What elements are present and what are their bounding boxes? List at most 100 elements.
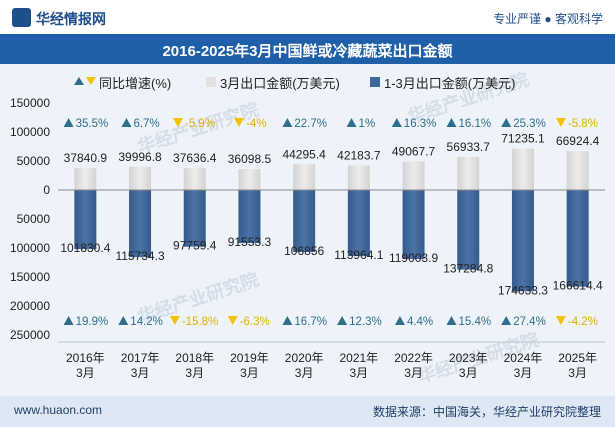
cumulative-value-label: 115734.3 (115, 249, 164, 263)
y-tick-label: 200000 (10, 299, 50, 313)
growth-label: 19.9% (76, 316, 109, 328)
legend-march-swatch (206, 77, 216, 87)
bar-march (293, 164, 316, 190)
y-tick-label: 50000 (17, 154, 51, 168)
title-bar (0, 34, 615, 64)
growth-down-arrow-icon (169, 316, 180, 325)
growth-label: 14.2% (130, 316, 163, 328)
x-tick-label: 2025年 3月 (558, 351, 597, 380)
march-value-label: 37840.9 (64, 151, 108, 165)
bar-march (457, 156, 480, 190)
growth-label: 27.4% (513, 316, 546, 328)
growth-label: -4% (246, 118, 266, 130)
growth-label: 16.1% (459, 118, 492, 130)
growth-up-arrow-icon (501, 118, 512, 127)
growth-up-arrow-icon (391, 118, 402, 127)
x-tick-label: 2016年 3月 (66, 351, 105, 380)
legend: 同比增速(%) 3月出口金额(万美元) 1-3月出口金额(万美元) (74, 76, 515, 91)
growth-up-arrow-icon (501, 316, 512, 325)
march-value-label: 39996.8 (118, 150, 162, 164)
march-value-label: 44295.4 (282, 147, 326, 161)
bar-march (511, 148, 534, 190)
logo-icon (12, 8, 31, 27)
growth-up-arrow-icon (446, 118, 457, 127)
y-tick-label: 0 (43, 183, 50, 197)
y-tick-label: 250000 (10, 328, 50, 342)
march-value-label: 71235.1 (501, 132, 545, 146)
y-tick-label: 150000 (10, 96, 50, 110)
growth-down-arrow-icon (555, 316, 566, 325)
growth-up-arrow-icon (118, 316, 129, 325)
legend-growth-label: 同比增速(%) (99, 76, 171, 91)
growth-up-arrow-icon (282, 316, 293, 325)
bars (58, 148, 605, 292)
bar-cumulative (347, 190, 370, 257)
growth-label: 35.5% (76, 118, 109, 130)
cumulative-value-label: 119003.9 (389, 251, 438, 265)
growth-label: -5.9% (185, 118, 215, 130)
x-tick-label: 2018年 3月 (175, 351, 214, 380)
growth-up-arrow-icon (282, 118, 293, 127)
legend-up-arrow-icon (74, 77, 84, 85)
cumulative-value-label: 106856 (284, 244, 324, 258)
growth-up-arrow-icon (121, 118, 132, 127)
growth-up-arrow-icon (394, 316, 405, 325)
growth-label: -5.8% (568, 118, 598, 130)
bar-march (566, 151, 589, 190)
y-axis: 150000 100000 50000 0 50000 100000 150000 20000… (10, 96, 50, 342)
growth-down-arrow-icon (173, 118, 183, 127)
growth-down-arrow-icon (227, 316, 238, 325)
growth-label: -15.8% (182, 316, 218, 328)
bar-cumulative (511, 190, 534, 292)
bar-cumulative (74, 190, 97, 250)
top-bar (0, 0, 615, 34)
legend-cumulative-swatch (370, 77, 380, 87)
y-tick-label: 100000 (10, 241, 50, 255)
growth-up-arrow-icon (337, 316, 348, 325)
growth-label: -6.3% (240, 316, 270, 328)
cumulative-value-label: 91553.3 (228, 235, 272, 249)
x-tick-label: 2020年 3月 (285, 351, 324, 380)
growth-up-arrow-icon (446, 316, 457, 325)
bar-cumulative (129, 190, 152, 258)
x-tick-label: 2024年 3月 (504, 351, 543, 380)
bar-cumulative (457, 190, 480, 270)
bar-cumulative (238, 190, 261, 244)
growth-down-arrow-icon (234, 118, 244, 127)
website-link[interactable]: www.huaon.com (14, 403, 103, 417)
footer (0, 396, 615, 427)
growth-label: 16.3% (404, 118, 437, 130)
x-tick-label: 2023年 3月 (449, 351, 488, 380)
brand-name: 华经情报网 (36, 11, 106, 27)
growth-up-arrow-icon (346, 118, 357, 127)
bar-cumulative (566, 190, 589, 287)
bar-march (74, 168, 97, 190)
growth-label: 4.4% (407, 316, 433, 328)
x-tick-label: 2022年 3月 (394, 351, 433, 380)
legend-down-arrow-icon (86, 77, 96, 85)
x-tick-label: 2021年 3月 (339, 351, 378, 380)
growth-label: 16.7% (294, 316, 327, 328)
bar-march (183, 168, 206, 190)
growth-label: 25.3% (513, 118, 546, 130)
bar-march (238, 169, 261, 190)
bar-march (347, 165, 370, 190)
growth-label: 1% (359, 118, 376, 130)
labels: 35.5% 19.9% 37840.9 101830.4 6.7% 14.2% 39996.… (60, 118, 603, 328)
growth-up-arrow-icon (63, 118, 74, 127)
march-value-label: 42183.7 (337, 149, 381, 163)
bar-cumulative (402, 190, 425, 260)
growth-label: 6.7% (133, 118, 159, 130)
y-tick-label: 100000 (10, 125, 50, 139)
march-value-label: 49067.7 (392, 145, 436, 159)
march-value-label: 37636.4 (173, 151, 217, 165)
data-source: 数据来源：中国海关，华经产业研究院整理 (372, 405, 601, 419)
x-tick-label: 2019年 3月 (230, 351, 269, 380)
march-value-label: 66924.4 (556, 134, 600, 148)
x-axis: 2016年 3月 2017年 3月 2018年 3月 2019年 3月 2020年 3月 2021年… (58, 341, 605, 380)
growth-label: -4.2% (568, 316, 598, 328)
bar-march (402, 161, 425, 190)
growth-label: 22.7% (294, 118, 327, 130)
